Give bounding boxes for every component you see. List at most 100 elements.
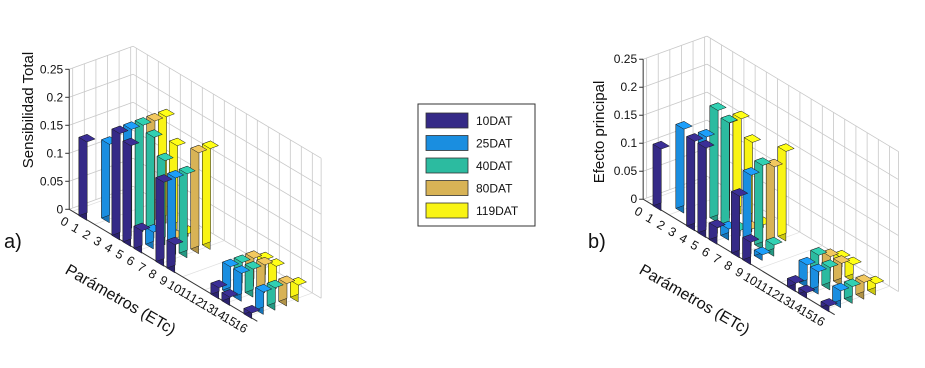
bar-top-face bbox=[754, 157, 772, 166]
y-tick-label: 0.1 bbox=[47, 146, 64, 160]
grid-line bbox=[132, 73, 322, 187]
grid-line bbox=[706, 63, 899, 180]
bar-top-face bbox=[157, 108, 176, 118]
bar-side-face bbox=[101, 136, 111, 219]
bar-top-face bbox=[178, 165, 196, 175]
bar-side-face bbox=[709, 102, 719, 219]
bar-top-face bbox=[201, 140, 220, 149]
y-tick-label: 0.1 bbox=[620, 136, 637, 150]
param-tick-label: 4 bbox=[677, 231, 690, 247]
param-tick-label: 16 bbox=[231, 317, 250, 336]
bar-side-face bbox=[190, 144, 200, 250]
legend-label: 10DAT bbox=[476, 114, 513, 128]
bar-top-face bbox=[244, 261, 262, 270]
legend-label: 119DAT bbox=[476, 204, 519, 218]
bar-top-face bbox=[742, 234, 760, 243]
param-tick-label: 2 bbox=[80, 227, 93, 243]
legend-label: 40DAT bbox=[476, 159, 513, 173]
param-tick-label: 13 bbox=[775, 290, 794, 309]
param-tick-label: 12 bbox=[187, 291, 206, 310]
y-tick-label: 0.2 bbox=[47, 90, 64, 104]
param-tick-label: 7 bbox=[710, 251, 723, 267]
bar bbox=[675, 121, 693, 214]
bar-side-face bbox=[202, 140, 211, 246]
bar-top-face bbox=[190, 144, 208, 154]
bar bbox=[809, 263, 828, 295]
param-tick-label: 0 bbox=[58, 214, 71, 230]
param-tick-label: 6 bbox=[699, 244, 712, 260]
bar-top-face bbox=[798, 256, 816, 266]
legend-swatch bbox=[425, 180, 469, 196]
param-tick-label: 0 bbox=[632, 204, 645, 220]
bar bbox=[78, 133, 96, 221]
bar-top-face bbox=[166, 170, 185, 179]
param-tick-label: 4 bbox=[102, 240, 115, 256]
bar-top-face bbox=[122, 137, 140, 147]
bar-side-face bbox=[652, 140, 662, 207]
bar bbox=[753, 246, 772, 261]
bar-side-face bbox=[155, 174, 165, 262]
bar-top-face bbox=[156, 152, 174, 162]
bar bbox=[133, 222, 151, 254]
bar bbox=[221, 289, 239, 307]
param-tick-label: 6 bbox=[124, 253, 137, 269]
panel-b-ylabel: Efecto principal bbox=[591, 81, 608, 184]
bar bbox=[820, 298, 838, 313]
panel-b: 00.050.10.150.20.25 01234567891011121314… bbox=[588, 35, 899, 339]
bar-side-face bbox=[731, 188, 740, 254]
param-tick-label: 14 bbox=[209, 304, 228, 323]
bar bbox=[178, 165, 196, 259]
bar-side-face bbox=[686, 133, 696, 227]
bar-top-face bbox=[686, 133, 704, 142]
bar-side-face bbox=[720, 114, 730, 225]
bar-top-face bbox=[810, 247, 828, 256]
bar-top-face bbox=[798, 284, 816, 294]
grid-line bbox=[643, 63, 708, 88]
param-tick-label: 3 bbox=[91, 234, 104, 250]
legend: 10DAT 25DAT 40DAT 80DAT 119DAT bbox=[417, 103, 536, 227]
bar-top-face bbox=[708, 219, 726, 228]
param-tick-label: 2 bbox=[654, 217, 667, 233]
bar bbox=[765, 236, 783, 257]
bar-top-face bbox=[697, 139, 715, 149]
bar-top-face bbox=[166, 236, 184, 246]
param-tick-label: 12 bbox=[763, 283, 782, 302]
grid-line bbox=[706, 35, 899, 152]
param-tick-label: 1 bbox=[69, 221, 82, 237]
grid-line bbox=[132, 45, 322, 159]
bar-top-face bbox=[221, 289, 239, 298]
grid-line bbox=[643, 147, 708, 172]
bar-top-face bbox=[843, 278, 862, 287]
bar-top-face bbox=[732, 110, 750, 120]
bar-side-face bbox=[765, 158, 775, 241]
panel-a-xlabel: Parámetros (ETc) bbox=[62, 262, 178, 339]
panel-a: 00.050.10.150.20.25 01234567891011121314… bbox=[4, 45, 322, 339]
bar-top-face bbox=[267, 258, 286, 267]
bar-top-face bbox=[145, 129, 163, 138]
bar-top-face bbox=[821, 248, 840, 257]
bar-side-face bbox=[777, 143, 787, 237]
y-tick-label: 0.15 bbox=[614, 108, 638, 122]
bar-side-face bbox=[122, 137, 132, 243]
bar bbox=[155, 174, 173, 267]
bar-side-face bbox=[145, 129, 155, 234]
panel-a-ylabel: Sensibilidad Total bbox=[20, 52, 37, 168]
bar-top-face bbox=[221, 258, 240, 268]
bar bbox=[742, 234, 760, 266]
bar bbox=[243, 304, 261, 320]
bar-top-face bbox=[256, 256, 274, 266]
bar-top-face bbox=[753, 246, 772, 256]
bar bbox=[786, 275, 805, 293]
bar bbox=[844, 256, 862, 283]
param-tick-label: 3 bbox=[666, 224, 679, 240]
bar bbox=[832, 282, 850, 309]
bar bbox=[708, 219, 726, 245]
bar-top-face bbox=[78, 134, 96, 143]
bar-top-face bbox=[155, 174, 173, 183]
bar bbox=[144, 224, 163, 250]
bar-top-face bbox=[697, 129, 716, 138]
bar bbox=[100, 136, 119, 224]
bar-top-face bbox=[844, 256, 862, 266]
bar bbox=[111, 125, 129, 241]
bar-top-face bbox=[111, 125, 129, 134]
